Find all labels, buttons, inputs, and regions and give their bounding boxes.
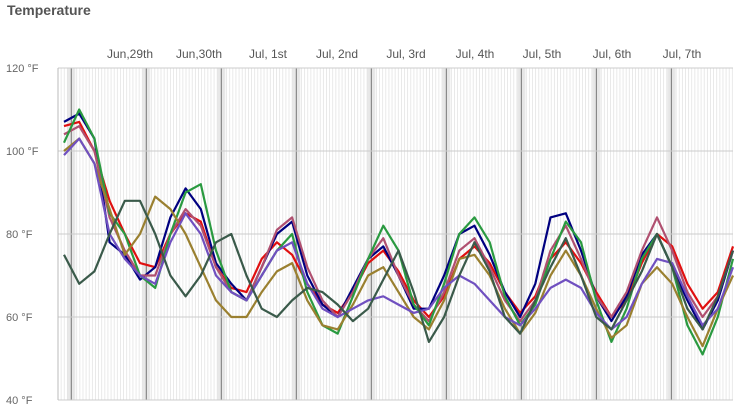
series-line-5 xyxy=(63,137,735,348)
day-label: Jul, 7th xyxy=(663,47,702,61)
day-label: Jun,30th xyxy=(176,47,222,61)
chart-title: Temperature xyxy=(7,2,91,18)
day-label: Jul, 6th xyxy=(593,47,632,61)
day-label: Jul, 3rd xyxy=(386,47,425,61)
day-label: Jul, 2nd xyxy=(316,47,358,61)
series-line-6 xyxy=(63,137,735,331)
y-tick-label: 40 °F xyxy=(6,395,33,407)
y-tick-label: 80 °F xyxy=(6,229,33,241)
y-tick-label: 100 °F xyxy=(6,146,39,158)
y-tick-label: 120 °F xyxy=(6,63,39,75)
day-label: Jun,29th xyxy=(107,47,153,61)
series-line-3 xyxy=(63,124,735,323)
y-tick-label: 60 °F xyxy=(6,312,33,324)
series-line-7 xyxy=(63,199,735,343)
day-label: Jul, 4th xyxy=(456,47,495,61)
day-label: Jul, 1st xyxy=(249,47,288,61)
day-label: Jul, 5th xyxy=(523,47,562,61)
